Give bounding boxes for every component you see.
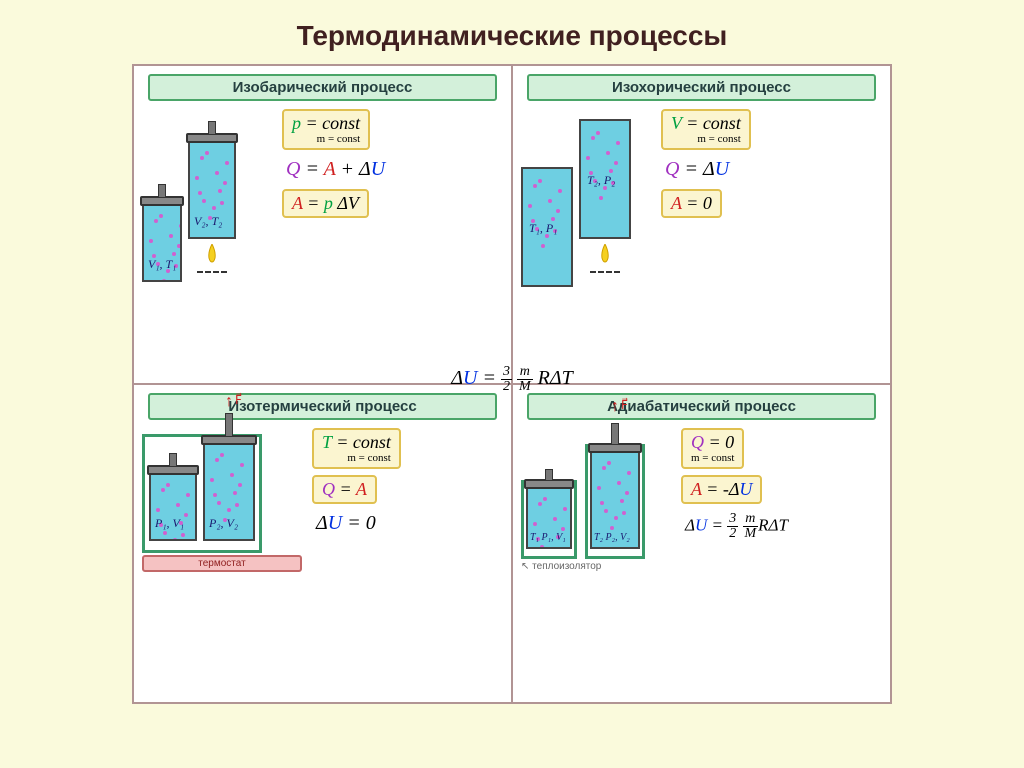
flame-icon xyxy=(204,244,220,264)
panel-header: Изотермический процесс xyxy=(148,393,497,420)
panel-isobaric: Изобарический процесс V₁, T₁ xyxy=(133,65,512,384)
insulator-label: ↖ теплоизолятор xyxy=(521,561,671,572)
panel-header: Адиабатический процесс xyxy=(527,393,876,420)
const-box: T = const m = const xyxy=(312,428,401,469)
cylinder-1: T₁ P₁, V₁ xyxy=(526,485,572,549)
panel-header: Изобарический процесс xyxy=(148,74,497,101)
flame-icon xyxy=(597,244,613,264)
cylinder-2: P₂, V₂ xyxy=(203,441,255,541)
delta-u-formula: ΔU = 32 mM RΔT xyxy=(133,365,891,394)
page-title: Термодинамические процессы xyxy=(60,20,964,52)
panel-isothermal: Изотермический процесс P₁, V₁ ↑F⃗ xyxy=(133,384,512,703)
force-arrow: ↑F⃗ xyxy=(225,393,233,411)
adiabatic-diagram: T₁ P₁, V₁ ↑F⃗ T₂ P₂, V₂ xyxy=(521,428,671,572)
panel-adiabatic: Адиабатический процесс T₁ P₁, V₁ xyxy=(512,384,891,703)
const-box: p = const m = const xyxy=(282,109,370,150)
heat-equation: Q = A + ΔU xyxy=(282,156,389,183)
process-grid: ΔU = 32 mM RΔT Изобарический процесс V₁,… xyxy=(132,64,892,704)
cylinder-1: T₁, P₁ xyxy=(521,167,573,287)
work-equation: A = 0 xyxy=(661,189,722,219)
energy-equation: ΔU = 0 xyxy=(312,510,380,537)
const-box: V = const m = const xyxy=(661,109,751,150)
cylinder-1: V₁, T₁ xyxy=(142,202,182,282)
cylinder-2: T₂, P₂ xyxy=(579,119,631,239)
thermostat-label: термостат xyxy=(142,555,302,572)
energy-equation: ΔU = 32 mMRΔT xyxy=(681,510,792,543)
work-equation: A = -ΔU xyxy=(681,475,762,505)
cylinder-2: V₂, T₂ xyxy=(188,139,236,239)
isobaric-diagram: V₁, T₁ V₂, T₂ xyxy=(142,109,272,287)
panel-header: Изохорический процесс xyxy=(527,74,876,101)
cylinder-1: P₁, V₁ xyxy=(149,471,197,541)
force-arrow: ↑F⃗ xyxy=(611,398,619,416)
isothermal-diagram: P₁, V₁ ↑F⃗ P₂, V₂ термос xyxy=(142,428,302,572)
work-equation: A = p ΔV xyxy=(282,189,369,219)
const-box: Q = 0 m = const xyxy=(681,428,744,469)
isochoric-diagram: T₁, P₁ T₂, P₂ xyxy=(521,109,651,287)
panel-isochoric: Изохорический процесс T₁, P₁ T₂, P₂ xyxy=(512,65,891,384)
heat-equation: Q = ΔU xyxy=(661,156,733,183)
cylinder-2: T₂ P₂, V₂ xyxy=(590,449,640,549)
heat-equation: Q = A xyxy=(312,475,377,505)
